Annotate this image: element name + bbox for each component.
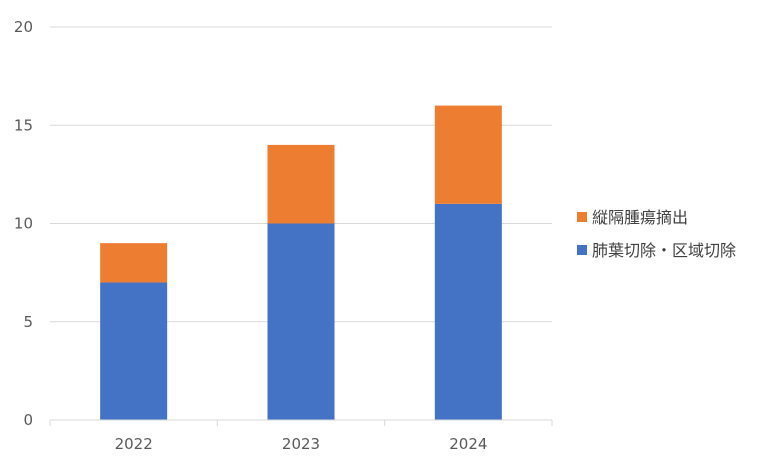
y-tick-label-10: 10 bbox=[14, 215, 33, 233]
bar-2024-series-1 bbox=[434, 105, 502, 204]
bars bbox=[100, 105, 502, 420]
bar-2024-series-0 bbox=[434, 203, 502, 420]
y-tick-label-0: 0 bbox=[23, 411, 33, 429]
bar-2022-series-0 bbox=[100, 282, 168, 420]
y-tick-label-15: 15 bbox=[14, 116, 33, 134]
legend-label-0: 肺葉切除・区域切除 bbox=[592, 241, 736, 260]
y-axis-tick-labels: 0 5 10 15 20 bbox=[14, 18, 33, 429]
bar-2023-series-0 bbox=[267, 223, 335, 420]
legend-swatch-1 bbox=[577, 212, 587, 222]
legend-label-1: 縦隔腫瘍摘出 bbox=[592, 208, 688, 227]
bar-2023-series-1 bbox=[267, 144, 335, 224]
y-tick-label-20: 20 bbox=[14, 18, 33, 36]
bar-2022-series-1 bbox=[100, 243, 168, 283]
x-tick-label-2024: 2024 bbox=[449, 435, 487, 453]
legend-swatch-0 bbox=[577, 245, 587, 255]
x-axis: 2022 2023 2024 bbox=[49, 419, 553, 453]
x-tick-label-2022: 2022 bbox=[115, 435, 153, 453]
x-tick-label-2023: 2023 bbox=[282, 435, 320, 453]
y-tick-label-5: 5 bbox=[23, 313, 33, 331]
